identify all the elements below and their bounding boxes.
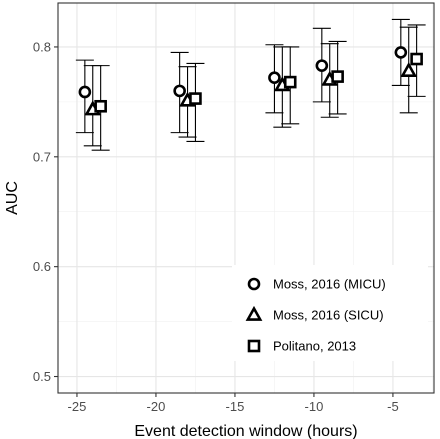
legend-key-circle <box>247 277 261 291</box>
data-point-square <box>283 75 297 89</box>
y-axis-title: AUC <box>4 181 21 215</box>
data-point-circle <box>173 84 186 98</box>
legend-item: Politano, 2013 <box>247 339 356 354</box>
data-point-square <box>410 52 423 66</box>
data-point-circle <box>394 46 408 59</box>
legend-item: Moss, 2016 (MICU) <box>247 277 386 292</box>
markers-square <box>94 52 423 113</box>
data-point-circle <box>268 71 281 85</box>
y-tick-label: 0.8 <box>33 39 51 54</box>
y-tick-label: 0.5 <box>33 369 51 384</box>
series-group <box>75 18 426 151</box>
data-point-square <box>94 99 107 113</box>
legend-background <box>232 265 428 361</box>
y-tick-label: 0.7 <box>33 149 51 164</box>
legend-label: Politano, 2013 <box>273 339 356 354</box>
legend-label: Moss, 2016 (MICU) <box>273 277 386 292</box>
y-tick-label: 0.6 <box>33 259 51 274</box>
legend-key-triangle <box>245 305 263 321</box>
legend-key-square <box>247 339 261 353</box>
data-point-circle <box>78 85 92 99</box>
x-axis-title: Event detection window (hours) <box>134 423 357 439</box>
x-tick-label: -10 <box>305 399 324 414</box>
data-point-square <box>189 92 202 105</box>
data-point-square <box>331 70 344 83</box>
legend-label: Moss, 2016 (SICU) <box>273 308 384 323</box>
legend: Moss, 2016 (MICU) Moss, 2016 (SICU) Polita… <box>232 265 428 361</box>
x-tick-label: -15 <box>226 399 245 414</box>
data-point-triangle <box>400 61 418 77</box>
markers-circle <box>78 46 408 99</box>
x-tick-label: -20 <box>147 399 166 414</box>
plot-border <box>57 2 435 394</box>
axes: -25 -20 -15 -10 -5 0.5 0.6 0.7 0.8 Event detectio… <box>4 39 399 439</box>
data-point-circle <box>315 59 329 72</box>
x-tick-label: -25 <box>68 399 87 414</box>
legend-item: Moss, 2016 (SICU) <box>245 305 384 323</box>
x-tick-label: -5 <box>387 399 399 414</box>
